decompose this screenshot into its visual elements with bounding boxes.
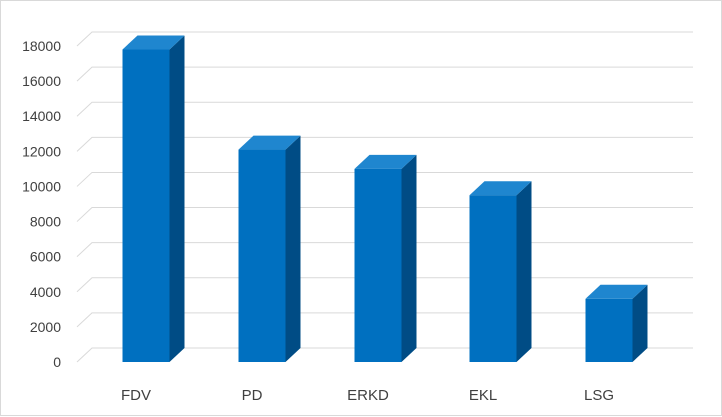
y-tick-label: 18000 <box>22 38 61 54</box>
x-tick-label: FDV <box>121 387 151 404</box>
bars <box>122 35 648 363</box>
bar-front <box>354 168 402 362</box>
bar-ekl <box>469 181 532 362</box>
bar-top <box>585 284 648 299</box>
bar-top <box>354 154 417 169</box>
bar-side <box>169 35 185 363</box>
gridline <box>76 171 693 187</box>
gridline <box>76 31 693 47</box>
gridline <box>76 136 693 152</box>
bar-lsg <box>585 284 648 362</box>
bar-top <box>469 181 532 196</box>
y-tick-label: 4000 <box>30 284 61 300</box>
x-tick-label: ERKD <box>347 387 389 404</box>
y-tick-label: 12000 <box>22 143 61 159</box>
y-axis-ticks: 0 2000 4000 6000 8000 10000 12000 14000 16000 180… <box>22 38 61 370</box>
bar-front <box>238 149 286 362</box>
bar-side <box>632 284 648 362</box>
gridline <box>76 66 693 82</box>
bar-pd <box>238 135 301 362</box>
bar-top <box>238 135 301 150</box>
bar-erkd <box>354 154 417 362</box>
y-tick-label: 2000 <box>30 319 61 335</box>
bar-front <box>122 49 170 363</box>
x-tick-label: EKL <box>469 387 497 404</box>
bar-front <box>469 195 517 362</box>
bar-front <box>585 298 633 362</box>
bar-top <box>122 35 185 50</box>
gridline <box>76 101 693 117</box>
bar-side <box>516 181 532 362</box>
y-tick-label: 6000 <box>30 249 61 265</box>
x-tick-label: PD <box>242 387 263 404</box>
x-tick-label: LSG <box>584 387 614 404</box>
y-tick-label: 8000 <box>30 214 61 230</box>
y-tick-label: 10000 <box>22 178 61 194</box>
y-tick-label: 14000 <box>22 108 61 124</box>
x-axis-ticks: FDV PD ERKD EKL LSG <box>121 387 614 404</box>
gridlines <box>76 31 693 363</box>
bar-side <box>401 154 417 362</box>
y-tick-label: 16000 <box>22 73 61 89</box>
y-tick-label: 0 <box>53 354 61 370</box>
bar-fdv <box>122 35 185 363</box>
bar-side <box>285 135 301 362</box>
